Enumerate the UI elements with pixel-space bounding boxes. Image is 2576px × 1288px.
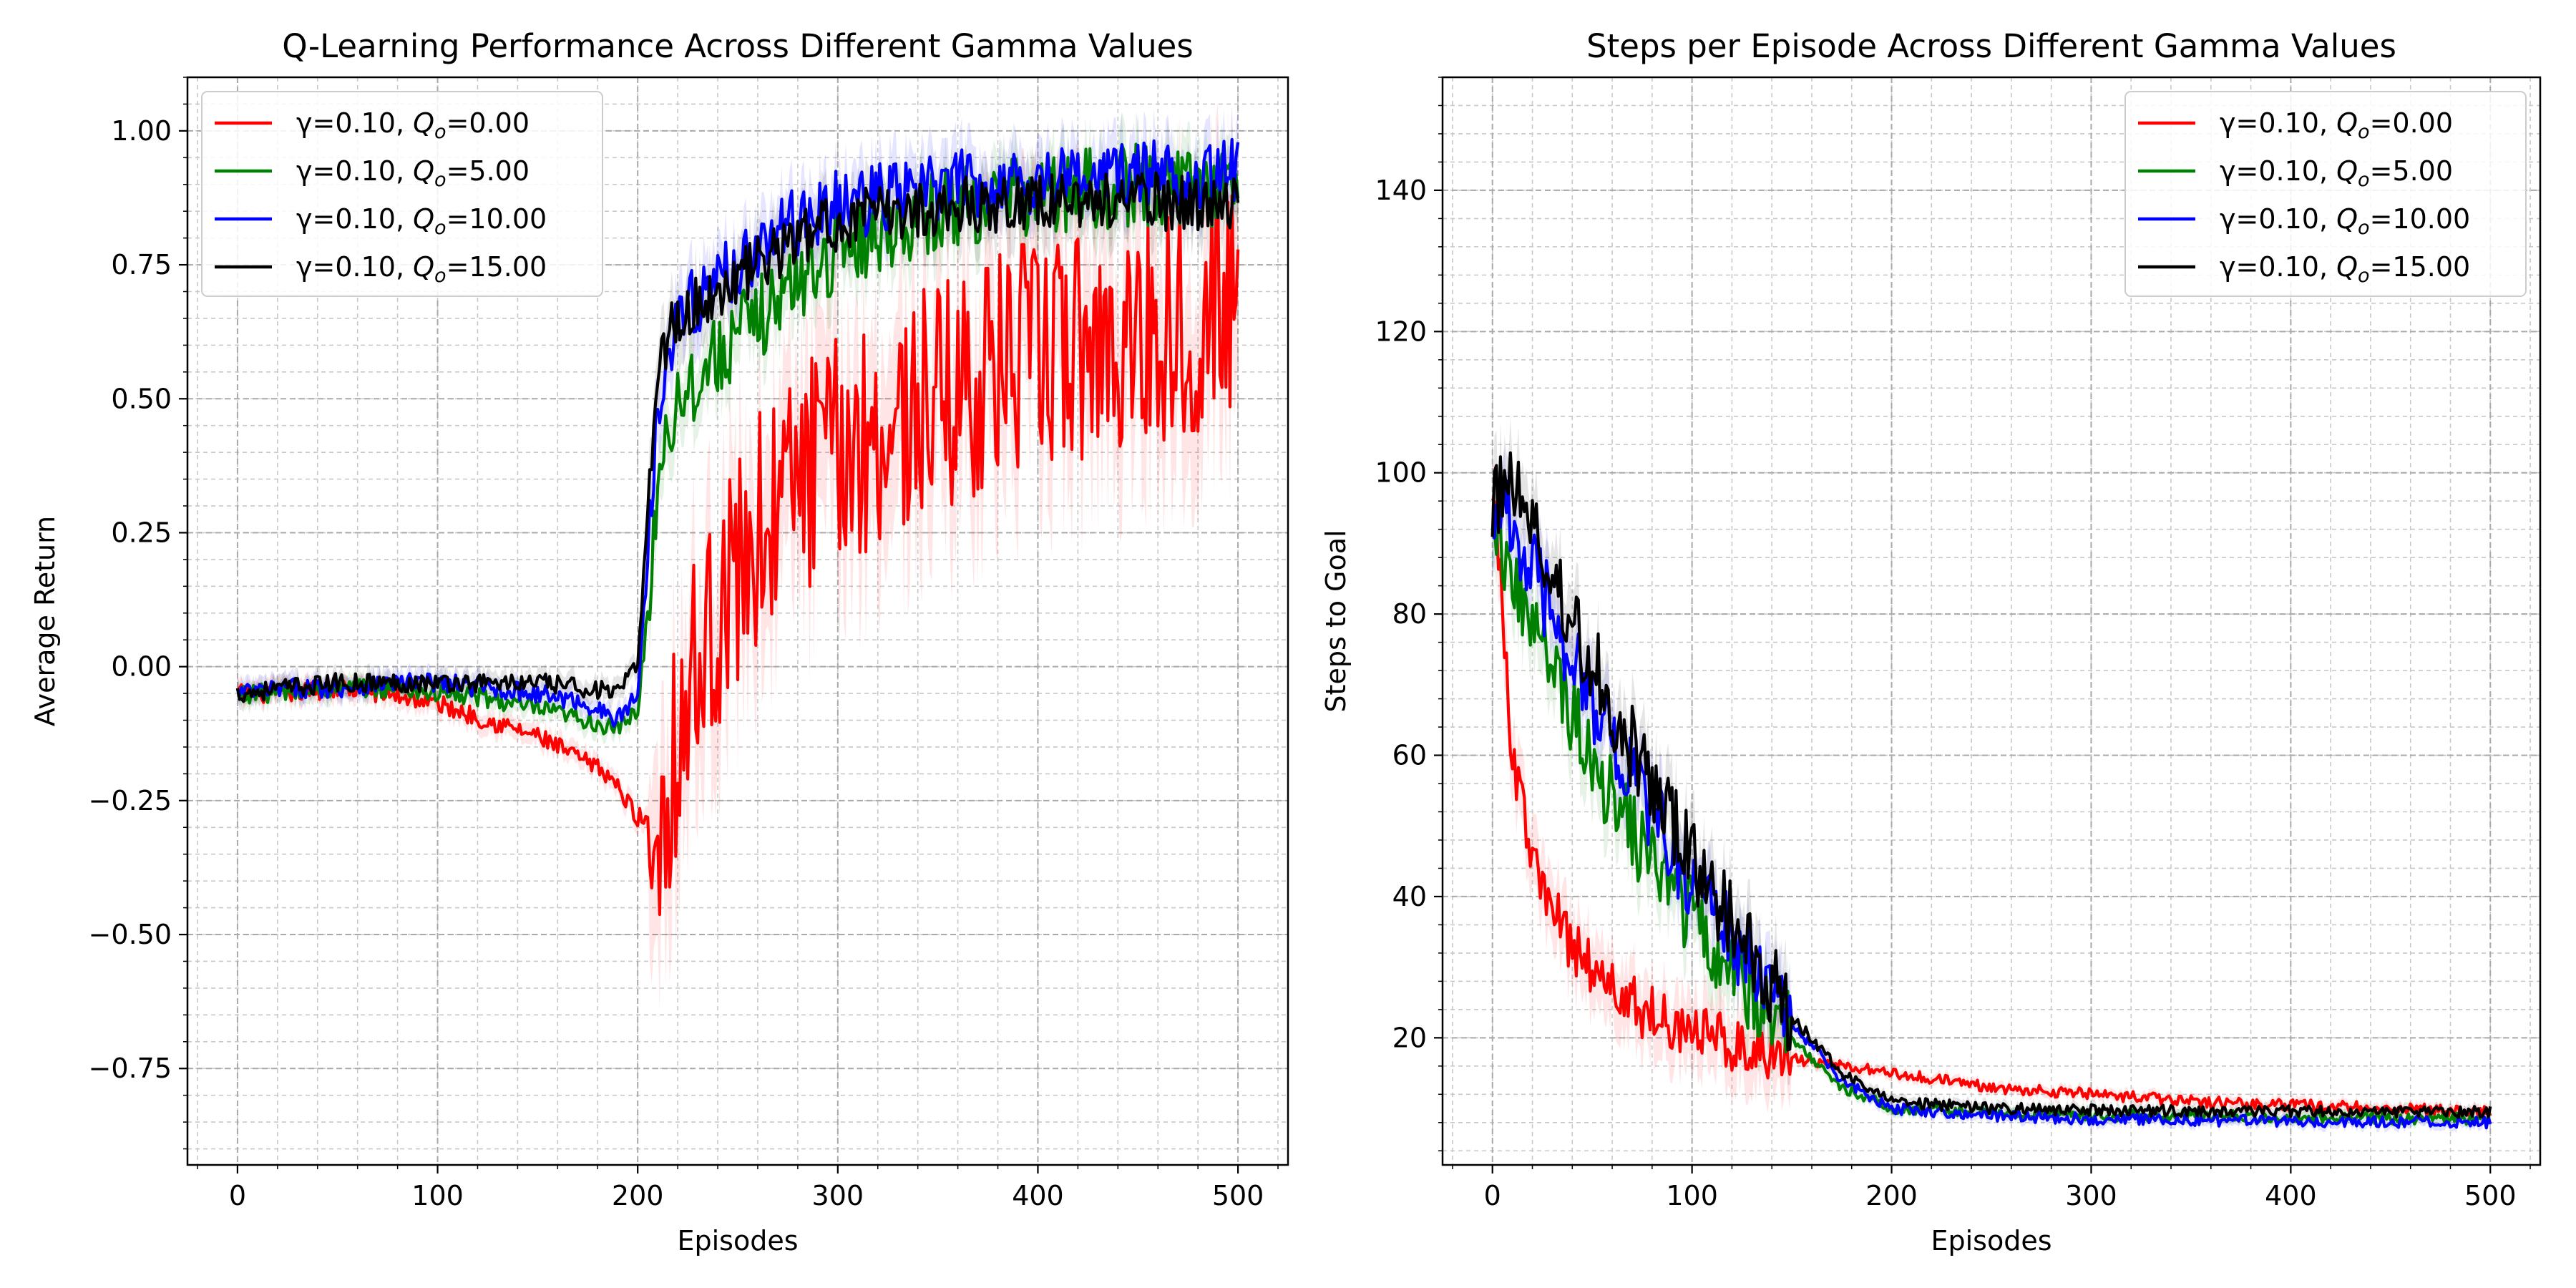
x-tick-label: 0 xyxy=(1484,1180,1501,1211)
y-tick-label: 0.75 xyxy=(111,249,172,280)
right-chart: Steps per Episode Across Different Gamma… xyxy=(1320,27,2542,1257)
series-line xyxy=(235,171,1240,703)
right-chart-y-label: Steps to Goal xyxy=(1320,530,1352,712)
series-band xyxy=(237,140,1239,713)
right-chart-plot-area xyxy=(1441,76,2542,1166)
y-tick-label: 0.00 xyxy=(111,651,172,683)
y-tick-label: 60 xyxy=(1392,740,1427,771)
y-tick-label: 80 xyxy=(1392,598,1427,630)
legend-label: γ=0.10, Qo=15.00 xyxy=(2220,251,2470,287)
series-line xyxy=(236,194,1240,917)
y-tick-label: −0.25 xyxy=(89,785,172,816)
x-tick-label: 200 xyxy=(1865,1180,1918,1211)
legend-label: γ=0.10, Qo=0.00 xyxy=(2220,107,2453,143)
x-tick-label: 300 xyxy=(812,1180,864,1211)
x-tick-label: 500 xyxy=(1212,1180,1264,1211)
y-tick-label: 100 xyxy=(1375,457,1427,489)
right-chart-lines xyxy=(1491,451,2492,1130)
legend-label: γ=0.10, Qo=5.00 xyxy=(296,155,530,191)
legend-label: γ=0.10, Qo=10.00 xyxy=(296,203,547,239)
right-chart-x-label: Episodes xyxy=(1931,1225,2051,1257)
left-chart-plot-area xyxy=(186,76,1289,1166)
legend-box xyxy=(2124,91,2527,297)
right-chart-title: Steps per Episode Across Different Gamma… xyxy=(1586,27,2396,65)
series-line xyxy=(1491,451,2492,1119)
left-chart-legend: γ=0.10, Qo=0.00 γ=0.10, Qo=5.00 γ=0.10, Qo… xyxy=(201,91,603,297)
left-chart: Q-Learning Performance Across Different … xyxy=(29,27,1289,1257)
y-tick-label: 40 xyxy=(1392,881,1427,912)
left-chart-y-label: Average Return xyxy=(29,516,61,726)
x-tick-label: 100 xyxy=(411,1180,464,1211)
series-line xyxy=(1491,479,2492,1130)
y-tick-label: 0.50 xyxy=(111,383,172,414)
left-chart-lines xyxy=(235,137,1240,917)
series-line xyxy=(1491,497,2492,1118)
y-tick-label: −0.50 xyxy=(89,919,172,950)
legend-label: γ=0.10, Qo=5.00 xyxy=(2220,155,2453,191)
legend-label: γ=0.10, Qo=0.00 xyxy=(296,107,530,143)
right-chart-legend: γ=0.10, Qo=0.00 γ=0.10, Qo=5.00 γ=0.10, Qo… xyxy=(2124,91,2527,297)
y-tick-label: 120 xyxy=(1375,316,1427,347)
y-tick-label: 0.25 xyxy=(111,517,172,548)
left-chart-ticks: 0 100 200 300 400 500 −0.75 −0.50 −0.25 0.00 0.25 0… xyxy=(89,77,1279,1211)
legend-label: γ=0.10, Qo=10.00 xyxy=(2220,203,2470,239)
x-tick-label: 200 xyxy=(612,1180,664,1211)
x-tick-label: 400 xyxy=(2265,1180,2317,1211)
x-tick-label: 0 xyxy=(229,1180,246,1211)
right-chart-ticks: 0 100 200 300 400 500 20 40 60 80 100 120 140 xyxy=(1375,77,2531,1211)
x-tick-label: 300 xyxy=(2065,1180,2117,1211)
y-tick-label: 1.00 xyxy=(111,115,172,147)
x-tick-label: 100 xyxy=(1666,1180,1718,1211)
x-tick-label: 400 xyxy=(1012,1180,1064,1211)
left-chart-title: Q-Learning Performance Across Different … xyxy=(282,27,1194,65)
y-tick-label: 140 xyxy=(1375,175,1427,206)
x-tick-label: 500 xyxy=(2464,1180,2517,1211)
y-tick-label: 20 xyxy=(1392,1022,1427,1053)
left-chart-x-label: Episodes xyxy=(677,1225,798,1257)
legend-box xyxy=(201,91,603,297)
y-tick-label: −0.75 xyxy=(89,1053,172,1084)
legend-label: γ=0.10, Qo=15.00 xyxy=(296,251,547,287)
